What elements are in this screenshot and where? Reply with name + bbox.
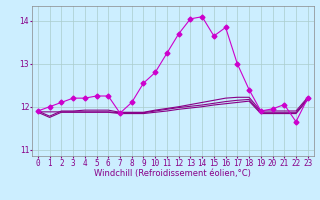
X-axis label: Windchill (Refroidissement éolien,°C): Windchill (Refroidissement éolien,°C) xyxy=(94,169,251,178)
